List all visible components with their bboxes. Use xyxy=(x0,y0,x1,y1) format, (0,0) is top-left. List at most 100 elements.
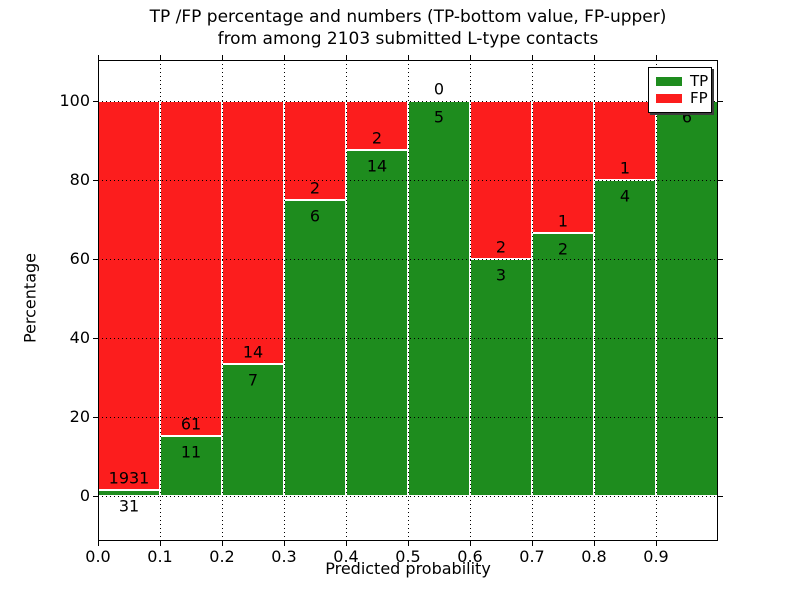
x-axis-tick-top xyxy=(408,55,409,60)
tp-legend-swatch xyxy=(656,77,682,86)
v-gridline xyxy=(470,60,471,541)
chart-title-line1: TP /FP percentage and numbers (TP-bottom… xyxy=(149,7,667,27)
y-axis-tick-right xyxy=(718,259,723,261)
tp-bar xyxy=(594,180,656,496)
tp-count-label: 7 xyxy=(247,370,259,390)
plot-area: TP FP 0 20 40 60 80 100 0.0 0.1 0.2 0.3 0.4 0.5 0.6 0… xyxy=(59,55,723,566)
v-gridline xyxy=(346,60,347,541)
tp-legend-label: TP xyxy=(690,72,709,90)
v-gridline xyxy=(532,60,533,541)
legend: TP FP xyxy=(648,67,712,113)
tp-bar xyxy=(532,232,594,496)
fp-bar xyxy=(532,101,594,233)
y-axis-tick-right xyxy=(718,180,723,182)
tp-bar xyxy=(408,101,470,496)
y-axis-tick xyxy=(93,338,98,340)
tp-count-label: 14 xyxy=(366,156,388,176)
tp-count-label: 31 xyxy=(118,496,140,516)
tp-count-label: 2 xyxy=(557,239,569,259)
fp-bar xyxy=(222,101,284,365)
x-tick-label: 0.4 xyxy=(333,547,359,566)
x-axis-tick-top xyxy=(346,55,347,60)
fp-count-label: 61 xyxy=(180,414,202,434)
legend-entry-tp: TP xyxy=(656,72,709,90)
x-tick-label: 0.8 xyxy=(581,547,607,566)
y-axis-tick xyxy=(93,180,98,182)
fp-bar xyxy=(98,101,160,490)
y-tick-label: 60 xyxy=(69,249,90,269)
tp-bar xyxy=(470,259,532,496)
x-tick-label: 0.9 xyxy=(643,547,669,566)
tp-bar xyxy=(284,199,346,496)
x-axis-tick-top xyxy=(284,55,285,60)
x-tick-label: 0.0 xyxy=(85,547,111,566)
y-axis-tick-right xyxy=(718,101,723,103)
x-axis-tick-top xyxy=(470,55,471,60)
legend-entry-fp: FP xyxy=(656,89,708,107)
chart-title: TP /FP percentage and numbers (TP-bottom… xyxy=(98,6,718,50)
x-axis-tick-top xyxy=(532,55,533,60)
x-axis-tick xyxy=(160,541,161,546)
x-axis-tick xyxy=(532,541,533,546)
fp-legend-label: FP xyxy=(690,89,708,107)
fp-bar xyxy=(160,101,222,436)
tp-bar xyxy=(656,101,718,496)
x-axis-tick xyxy=(284,541,285,546)
x-axis-tick-top xyxy=(594,55,595,60)
x-tick-label: 0.5 xyxy=(395,547,421,566)
fp-count-label: 2 xyxy=(309,178,321,198)
y-axis-label: Percentage xyxy=(20,252,40,344)
tp-count-label: 11 xyxy=(180,442,202,462)
v-gridline xyxy=(160,60,161,541)
tp-count-label: 4 xyxy=(619,186,631,206)
v-gridline xyxy=(284,60,285,541)
x-tick-label: 0.7 xyxy=(519,547,545,566)
y-axis-tick xyxy=(93,259,98,261)
v-gridline xyxy=(656,60,657,541)
x-tick-label: 0.2 xyxy=(209,547,235,566)
fp-legend-swatch xyxy=(656,94,682,103)
x-axis-tick xyxy=(346,541,347,546)
x-axis-tick xyxy=(470,541,471,546)
y-axis-tick-right xyxy=(718,495,723,497)
y-axis-tick-right xyxy=(718,416,723,418)
fp-count-label: 0 xyxy=(433,79,445,99)
tp-count-label: 3 xyxy=(495,265,507,285)
tp-bar xyxy=(160,435,222,496)
fp-count-label: 1 xyxy=(557,211,569,231)
v-gridline xyxy=(408,60,409,541)
x-tick-label: 0.6 xyxy=(457,547,483,566)
tp-count-label: 5 xyxy=(433,107,445,127)
x-axis-label: Predicted probability xyxy=(325,559,491,578)
tp-count-label: 6 xyxy=(681,107,693,127)
tp-count-label: 6 xyxy=(309,206,321,226)
y-tick-label: 100 xyxy=(59,91,90,111)
x-axis-tick xyxy=(656,541,657,546)
v-gridline xyxy=(222,60,223,541)
y-axis-tick xyxy=(93,101,98,103)
x-axis-tick xyxy=(594,541,595,546)
y-tick-label: 20 xyxy=(69,406,90,426)
y-tick-label: 80 xyxy=(69,170,90,190)
v-gridline xyxy=(594,60,595,541)
chart-title-line2: from among 2103 submitted L-type contact… xyxy=(217,29,599,49)
y-axis-tick xyxy=(93,416,98,418)
y-tick-label: 40 xyxy=(69,328,90,348)
fp-count-label: 2 xyxy=(371,128,383,148)
y-tick-label: 0 xyxy=(79,485,90,505)
y-axis-tick xyxy=(93,495,98,497)
x-axis-tick-top xyxy=(222,55,223,60)
x-tick-label: 0.3 xyxy=(271,547,297,566)
fp-count-label: 14 xyxy=(242,342,264,362)
fp-bar xyxy=(470,101,532,260)
x-axis-tick-top xyxy=(98,55,99,60)
x-axis-tick xyxy=(222,541,223,546)
x-axis-tick xyxy=(408,541,409,546)
x-axis-tick xyxy=(98,541,99,546)
y-axis-tick-right xyxy=(718,338,723,340)
x-tick-label: 0.1 xyxy=(147,547,173,566)
tp-bar xyxy=(346,150,408,496)
x-axis-tick-top xyxy=(160,55,161,60)
fp-count-label: 2 xyxy=(495,237,507,257)
